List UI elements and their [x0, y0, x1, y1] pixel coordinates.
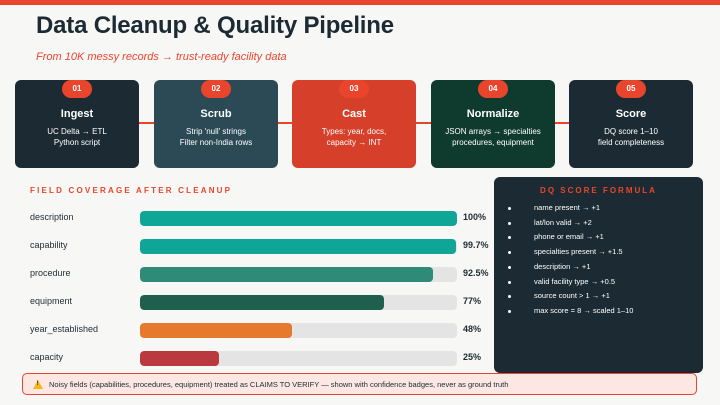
coverage-row-capability: capability 99.7% [30, 238, 489, 254]
step-number-badge: 03 [339, 80, 369, 98]
field-name: capability [30, 240, 68, 250]
pipeline-step-scrub: 02 Scrub Strip 'null' strings Filter non-… [154, 80, 278, 168]
dq-score-formula-panel: DQ SCORE FORMULA name present → +1 lat/l… [494, 177, 703, 373]
field-name: description [30, 212, 74, 222]
noisy-fields-warning-banner: Noisy fields (capabilities, procedures, … [22, 373, 697, 395]
step-title: Cast [342, 108, 366, 120]
coverage-value: 92.5% [463, 268, 489, 278]
coverage-bar-fill [140, 239, 457, 254]
field-name: capacity [30, 352, 64, 362]
formula-item: name present → +1 [507, 201, 633, 216]
coverage-value: 100% [463, 212, 487, 222]
step-number-badge: 05 [616, 80, 646, 98]
coverage-row-year-established: year_established 48% [30, 322, 481, 338]
coverage-bar-track [140, 351, 457, 366]
step-description: JSON arrays → specialties procedures, equ… [445, 127, 541, 147]
coverage-bar-track [140, 267, 457, 282]
coverage-row-capacity: capacity 25% [30, 350, 481, 366]
step-title: Scrub [200, 108, 232, 120]
coverage-value: 25% [463, 352, 482, 362]
coverage-bar-track [140, 295, 457, 310]
step-title: Normalize [466, 108, 520, 120]
warning-icon [33, 379, 43, 389]
pipeline-step-cast: 03 Cast Types: year, docs, capacity → INT [292, 80, 416, 168]
coverage-bar-fill [140, 323, 293, 338]
formula-item: max score = 8 → scaled 1–10 [507, 304, 633, 319]
coverage-section-label: FIELD COVERAGE AFTER CLEANUP [30, 186, 233, 195]
warning-text: Noisy fields (capabilities, procedures, … [49, 379, 509, 389]
formula-list: name present → +1 lat/lon valid → +2 pho… [494, 201, 633, 319]
coverage-row-description: description 100% [30, 210, 486, 226]
formula-item: description → +1 [507, 260, 633, 275]
formula-item: valid facility type → +0.5 [507, 275, 633, 290]
top-accent-bar [0, 0, 720, 5]
formula-item: source count > 1 → +1 [507, 289, 633, 304]
step-title: Score [615, 108, 647, 120]
pipeline-step-normalize: 04 Normalize JSON arrays → specialties pr… [431, 80, 555, 168]
step-number-badge: 02 [201, 80, 231, 98]
coverage-value: 99.7% [463, 240, 489, 250]
formula-item: specialties present → +1.5 [507, 245, 633, 260]
coverage-bar-fill [140, 351, 220, 366]
coverage-bar-track [140, 211, 457, 226]
field-name: equipment [30, 296, 73, 306]
coverage-bar-track [140, 239, 457, 254]
coverage-bar-fill [140, 267, 434, 282]
formula-item: lat/lon valid → +2 [507, 216, 633, 231]
coverage-row-procedure: procedure 92.5% [30, 266, 489, 282]
formula-title: DQ SCORE FORMULA [540, 186, 657, 195]
formula-item: phone or email → +1 [507, 230, 633, 245]
pipeline-step-score: 05 Score DQ score 1–10 field completeness [569, 80, 693, 168]
field-name: procedure [30, 268, 71, 278]
step-description: Types: year, docs, capacity → INT [321, 127, 387, 147]
step-title: Ingest [60, 108, 94, 120]
page-subtitle: From 10K messy records → trust-ready fac… [36, 51, 287, 63]
page-title: Data Cleanup & Quality Pipeline [36, 12, 394, 39]
coverage-bar-fill [140, 211, 457, 226]
step-number-badge: 01 [62, 80, 92, 98]
pipeline-step-ingest: 01 Ingest UC Delta → ETL Python script [15, 80, 139, 168]
coverage-value: 48% [463, 324, 482, 334]
coverage-bar-fill [140, 295, 385, 310]
coverage-row-equipment: equipment 77% [30, 294, 481, 310]
coverage-value: 77% [463, 296, 482, 306]
field-name: year_established [30, 324, 99, 334]
step-description: Strip 'null' strings Filter non-India row… [179, 127, 253, 147]
step-number-badge: 04 [478, 80, 508, 98]
step-description: DQ score 1–10 field completeness [597, 127, 665, 147]
step-description: UC Delta → ETL Python script [47, 127, 107, 147]
coverage-bar-track [140, 323, 457, 338]
